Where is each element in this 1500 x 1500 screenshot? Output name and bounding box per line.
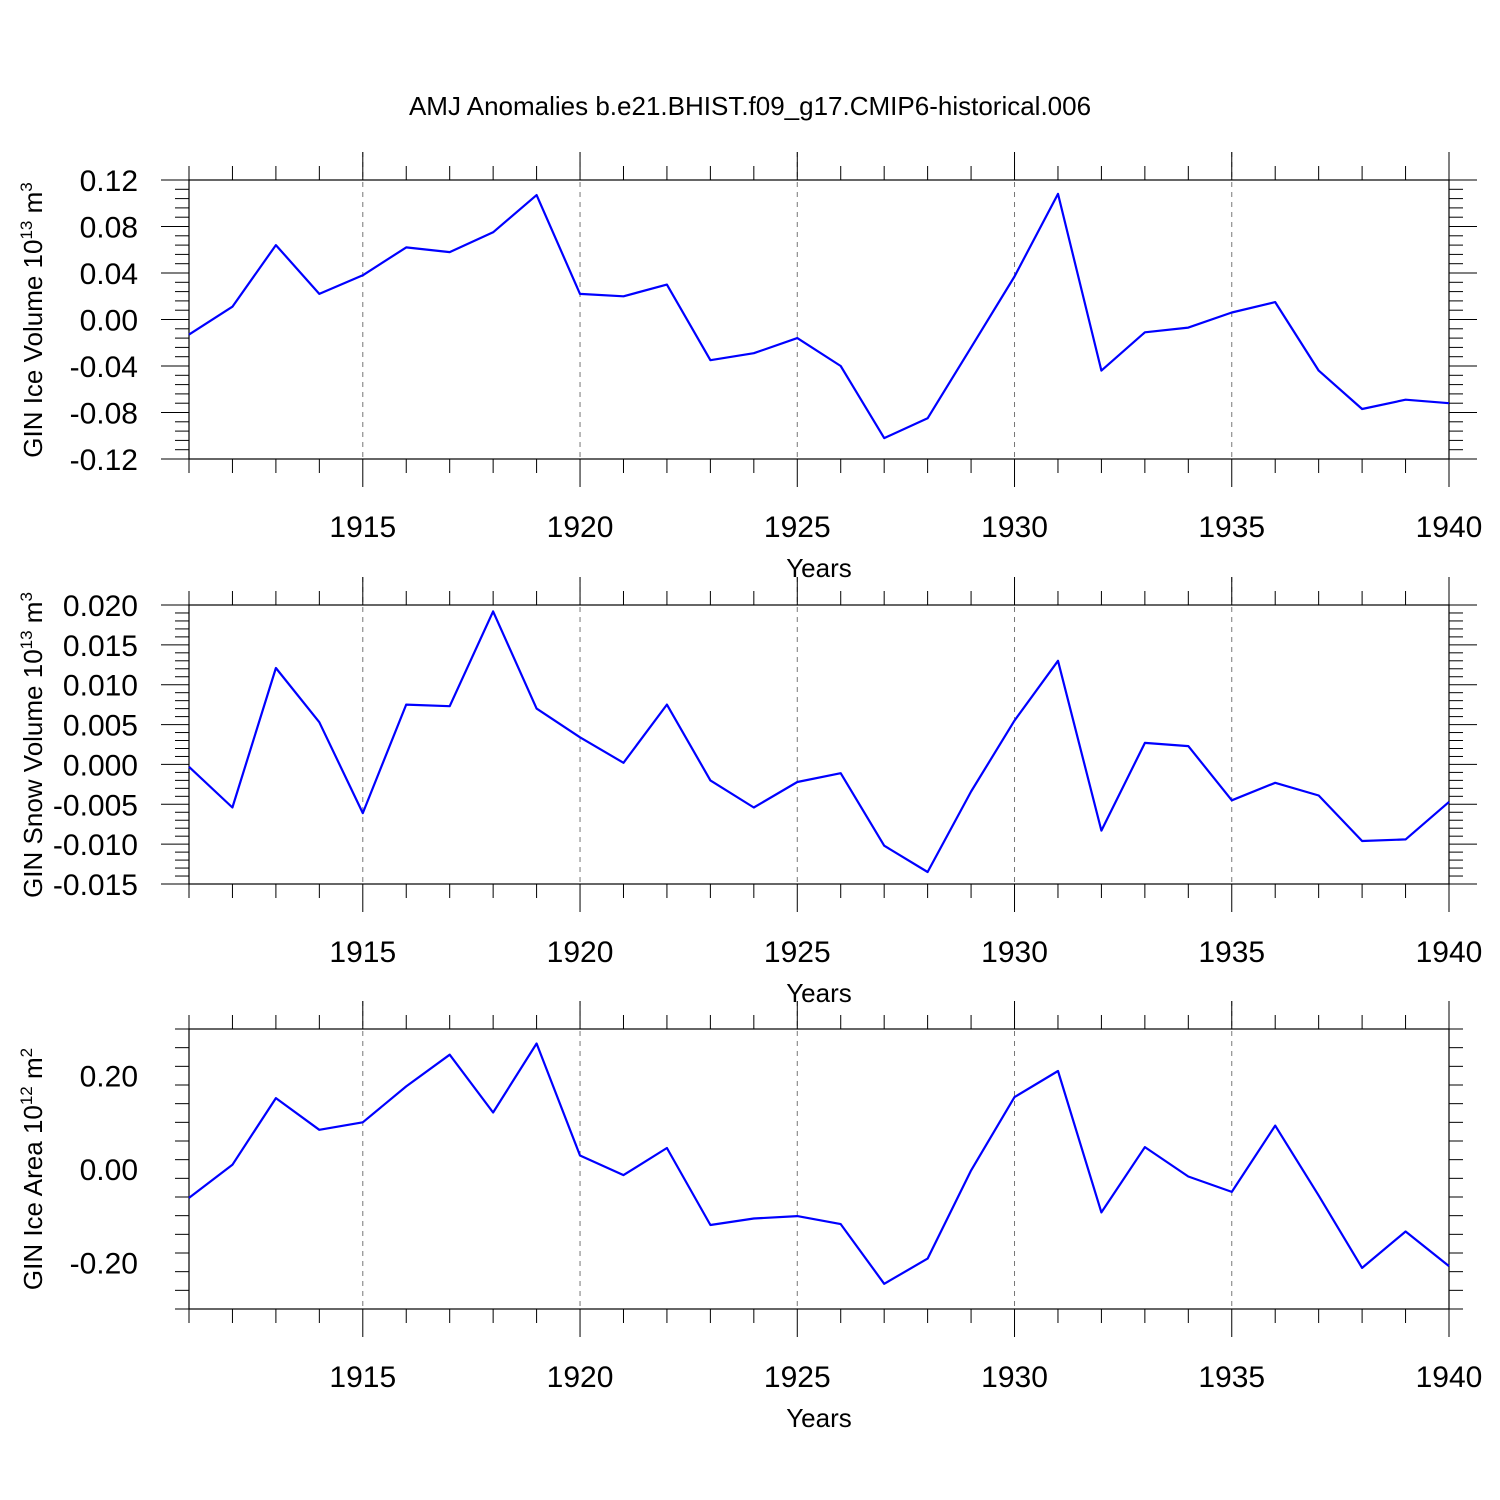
y-axis-label-part: GIN Ice Volume 10 bbox=[18, 240, 48, 458]
plot-frame bbox=[188, 179, 1450, 460]
y-axis-label: GIN Ice Volume 1013 m3 bbox=[17, 182, 48, 458]
x-tick-label: 1915 bbox=[329, 1361, 396, 1394]
x-tick-label: 1920 bbox=[547, 511, 614, 544]
x-tick-label: 1925 bbox=[764, 511, 831, 544]
x-tick-label: 1920 bbox=[547, 936, 614, 969]
y-tick-label: 0.00 bbox=[80, 305, 138, 338]
x-tick-label: 1915 bbox=[329, 936, 396, 969]
y-tick-label: 0.015 bbox=[63, 630, 138, 663]
panel-3: -0.20 0.00 0.20 1915 1920 1925 1930 1935 1940 Yea… bbox=[17, 1001, 1482, 1433]
y-tick-label: -0.005 bbox=[53, 789, 138, 822]
x-tick-label: 1940 bbox=[1416, 511, 1483, 544]
y-axis-label-part: 13 bbox=[17, 221, 36, 240]
x-axis-label: Years bbox=[786, 1403, 852, 1433]
y-tick-label: -0.04 bbox=[70, 351, 138, 384]
x-tick-label: 1925 bbox=[764, 936, 831, 969]
y-tick-label: 0.08 bbox=[80, 212, 138, 245]
y-axis-label-part: m bbox=[18, 602, 48, 631]
y-axis-label-part: m bbox=[18, 1057, 48, 1086]
x-tick-label: 1935 bbox=[1198, 936, 1265, 969]
y-tick-label: 0.020 bbox=[63, 590, 138, 623]
y-tick-label: 0.005 bbox=[63, 710, 138, 743]
panel-1: -0.12 -0.08 -0.04 0.00 0.04 0.08 0.12 1915 1920 1… bbox=[17, 152, 1482, 583]
y-tick-label: -0.015 bbox=[53, 869, 138, 902]
y-tick-label: -0.20 bbox=[70, 1247, 138, 1280]
panel-2: -0.015 -0.010 -0.005 0.000 0.005 0.010 0.015 0.… bbox=[17, 577, 1482, 1008]
x-tick-label: 1925 bbox=[764, 1361, 831, 1394]
y-tick-label: 0.00 bbox=[80, 1154, 138, 1187]
y-tick-label: 0.04 bbox=[80, 258, 138, 291]
x-tick-label: 1940 bbox=[1416, 936, 1483, 969]
y-tick-label: 0.000 bbox=[63, 749, 138, 782]
series-line-1 bbox=[188, 610, 1450, 874]
y-tick-label: 0.12 bbox=[80, 165, 138, 198]
x-tick-label: 1930 bbox=[981, 1361, 1048, 1394]
y-axis-label-part: GIN Ice Area 10 bbox=[18, 1105, 48, 1290]
y-axis-label: GIN Snow Volume 1013 m3 bbox=[17, 592, 48, 898]
y-axis-label-part: 3 bbox=[17, 592, 36, 601]
series-line-1 bbox=[188, 192, 1450, 440]
y-tick-label: 0.010 bbox=[63, 670, 138, 703]
y-axis-label-part: m bbox=[18, 192, 48, 221]
y-tick-label: 0.20 bbox=[80, 1061, 138, 1094]
plot-frame bbox=[188, 1028, 1450, 1310]
y-axis-label-part: GIN Snow Volume 10 bbox=[18, 649, 48, 898]
y-tick-label: -0.08 bbox=[70, 398, 138, 431]
y-axis-label-part: 12 bbox=[17, 1086, 36, 1105]
x-tick-label: 1915 bbox=[329, 511, 396, 544]
y-axis-label-part: 2 bbox=[17, 1048, 36, 1057]
x-axis-label: Years bbox=[786, 978, 852, 1008]
x-tick-label: 1920 bbox=[547, 1361, 614, 1394]
y-axis-label-part: 13 bbox=[17, 630, 36, 649]
y-tick-label: -0.12 bbox=[70, 444, 138, 477]
chart-title: AMJ Anomalies b.e21.BHIST.f09_g17.CMIP6-… bbox=[409, 91, 1091, 121]
x-tick-label: 1930 bbox=[981, 511, 1048, 544]
y-axis-label-part: 3 bbox=[17, 182, 36, 191]
x-axis-label: Years bbox=[786, 553, 852, 583]
x-tick-label: 1935 bbox=[1198, 511, 1265, 544]
y-axis-label: GIN Ice Area 1012 m2 bbox=[17, 1048, 48, 1290]
series-line-1 bbox=[188, 1042, 1450, 1285]
plot-frame bbox=[188, 604, 1450, 885]
x-tick-label: 1940 bbox=[1416, 1361, 1483, 1394]
y-tick-label: -0.010 bbox=[53, 829, 138, 862]
x-tick-label: 1935 bbox=[1198, 1361, 1265, 1394]
x-tick-label: 1930 bbox=[981, 936, 1048, 969]
